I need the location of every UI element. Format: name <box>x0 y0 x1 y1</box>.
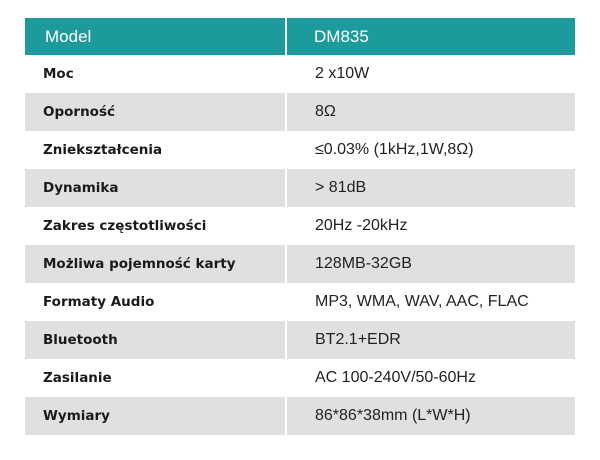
row-value: > 81dB <box>285 169 575 207</box>
row-value: 86*86*38mm (L*W*H) <box>285 397 575 435</box>
table-row: Wymiary 86*86*38mm (L*W*H) <box>25 397 575 435</box>
row-label: Wymiary <box>43 408 110 424</box>
row-value: 20Hz -20kHz <box>285 207 575 245</box>
table-row: Formaty Audio MP3, WMA, WAV, AAC, FLAC <box>25 283 575 321</box>
row-value: MP3, WMA, WAV, AAC, FLAC <box>285 283 575 321</box>
row-value: 128MB-32GB <box>285 245 575 283</box>
row-label: Dynamika <box>43 180 119 196</box>
row-label: Zniekształcenia <box>43 142 163 158</box>
row-value: AC 100-240V/50-60Hz <box>285 359 575 397</box>
table-header: Model DM835 <box>25 18 575 55</box>
header-label: Model <box>45 27 92 46</box>
row-label: Zasilanie <box>43 370 112 386</box>
row-value: 2 x10W <box>285 55 575 93</box>
table-row: Możliwa pojemność karty 128MB-32GB <box>25 245 575 283</box>
table-row: Zasilanie AC 100-240V/50-60Hz <box>25 359 575 397</box>
table-row: Bluetooth BT2.1+EDR <box>25 321 575 359</box>
table-row: Moc 2 x10W <box>25 55 575 93</box>
table-row: Zakres częstotliwości 20Hz -20kHz <box>25 207 575 245</box>
row-label: Moc <box>43 66 74 82</box>
header-value: DM835 <box>285 18 575 55</box>
row-label: Formaty Audio <box>43 294 155 310</box>
row-value: 8Ω <box>285 93 575 131</box>
row-label: Bluetooth <box>43 332 118 348</box>
row-value: BT2.1+EDR <box>285 321 575 359</box>
row-value: ≤0.03% (1kHz,1W,8Ω) <box>285 131 575 169</box>
spec-table: Model DM835 Moc 2 x10W Oporność 8Ω Zniek… <box>25 18 575 435</box>
row-label: Zakres częstotliwości <box>43 218 207 234</box>
row-label: Możliwa pojemność karty <box>43 256 236 272</box>
table-row: Oporność 8Ω <box>25 93 575 131</box>
table-row: Zniekształcenia ≤0.03% (1kHz,1W,8Ω) <box>25 131 575 169</box>
row-label: Oporność <box>43 104 115 120</box>
table-row: Dynamika > 81dB <box>25 169 575 207</box>
